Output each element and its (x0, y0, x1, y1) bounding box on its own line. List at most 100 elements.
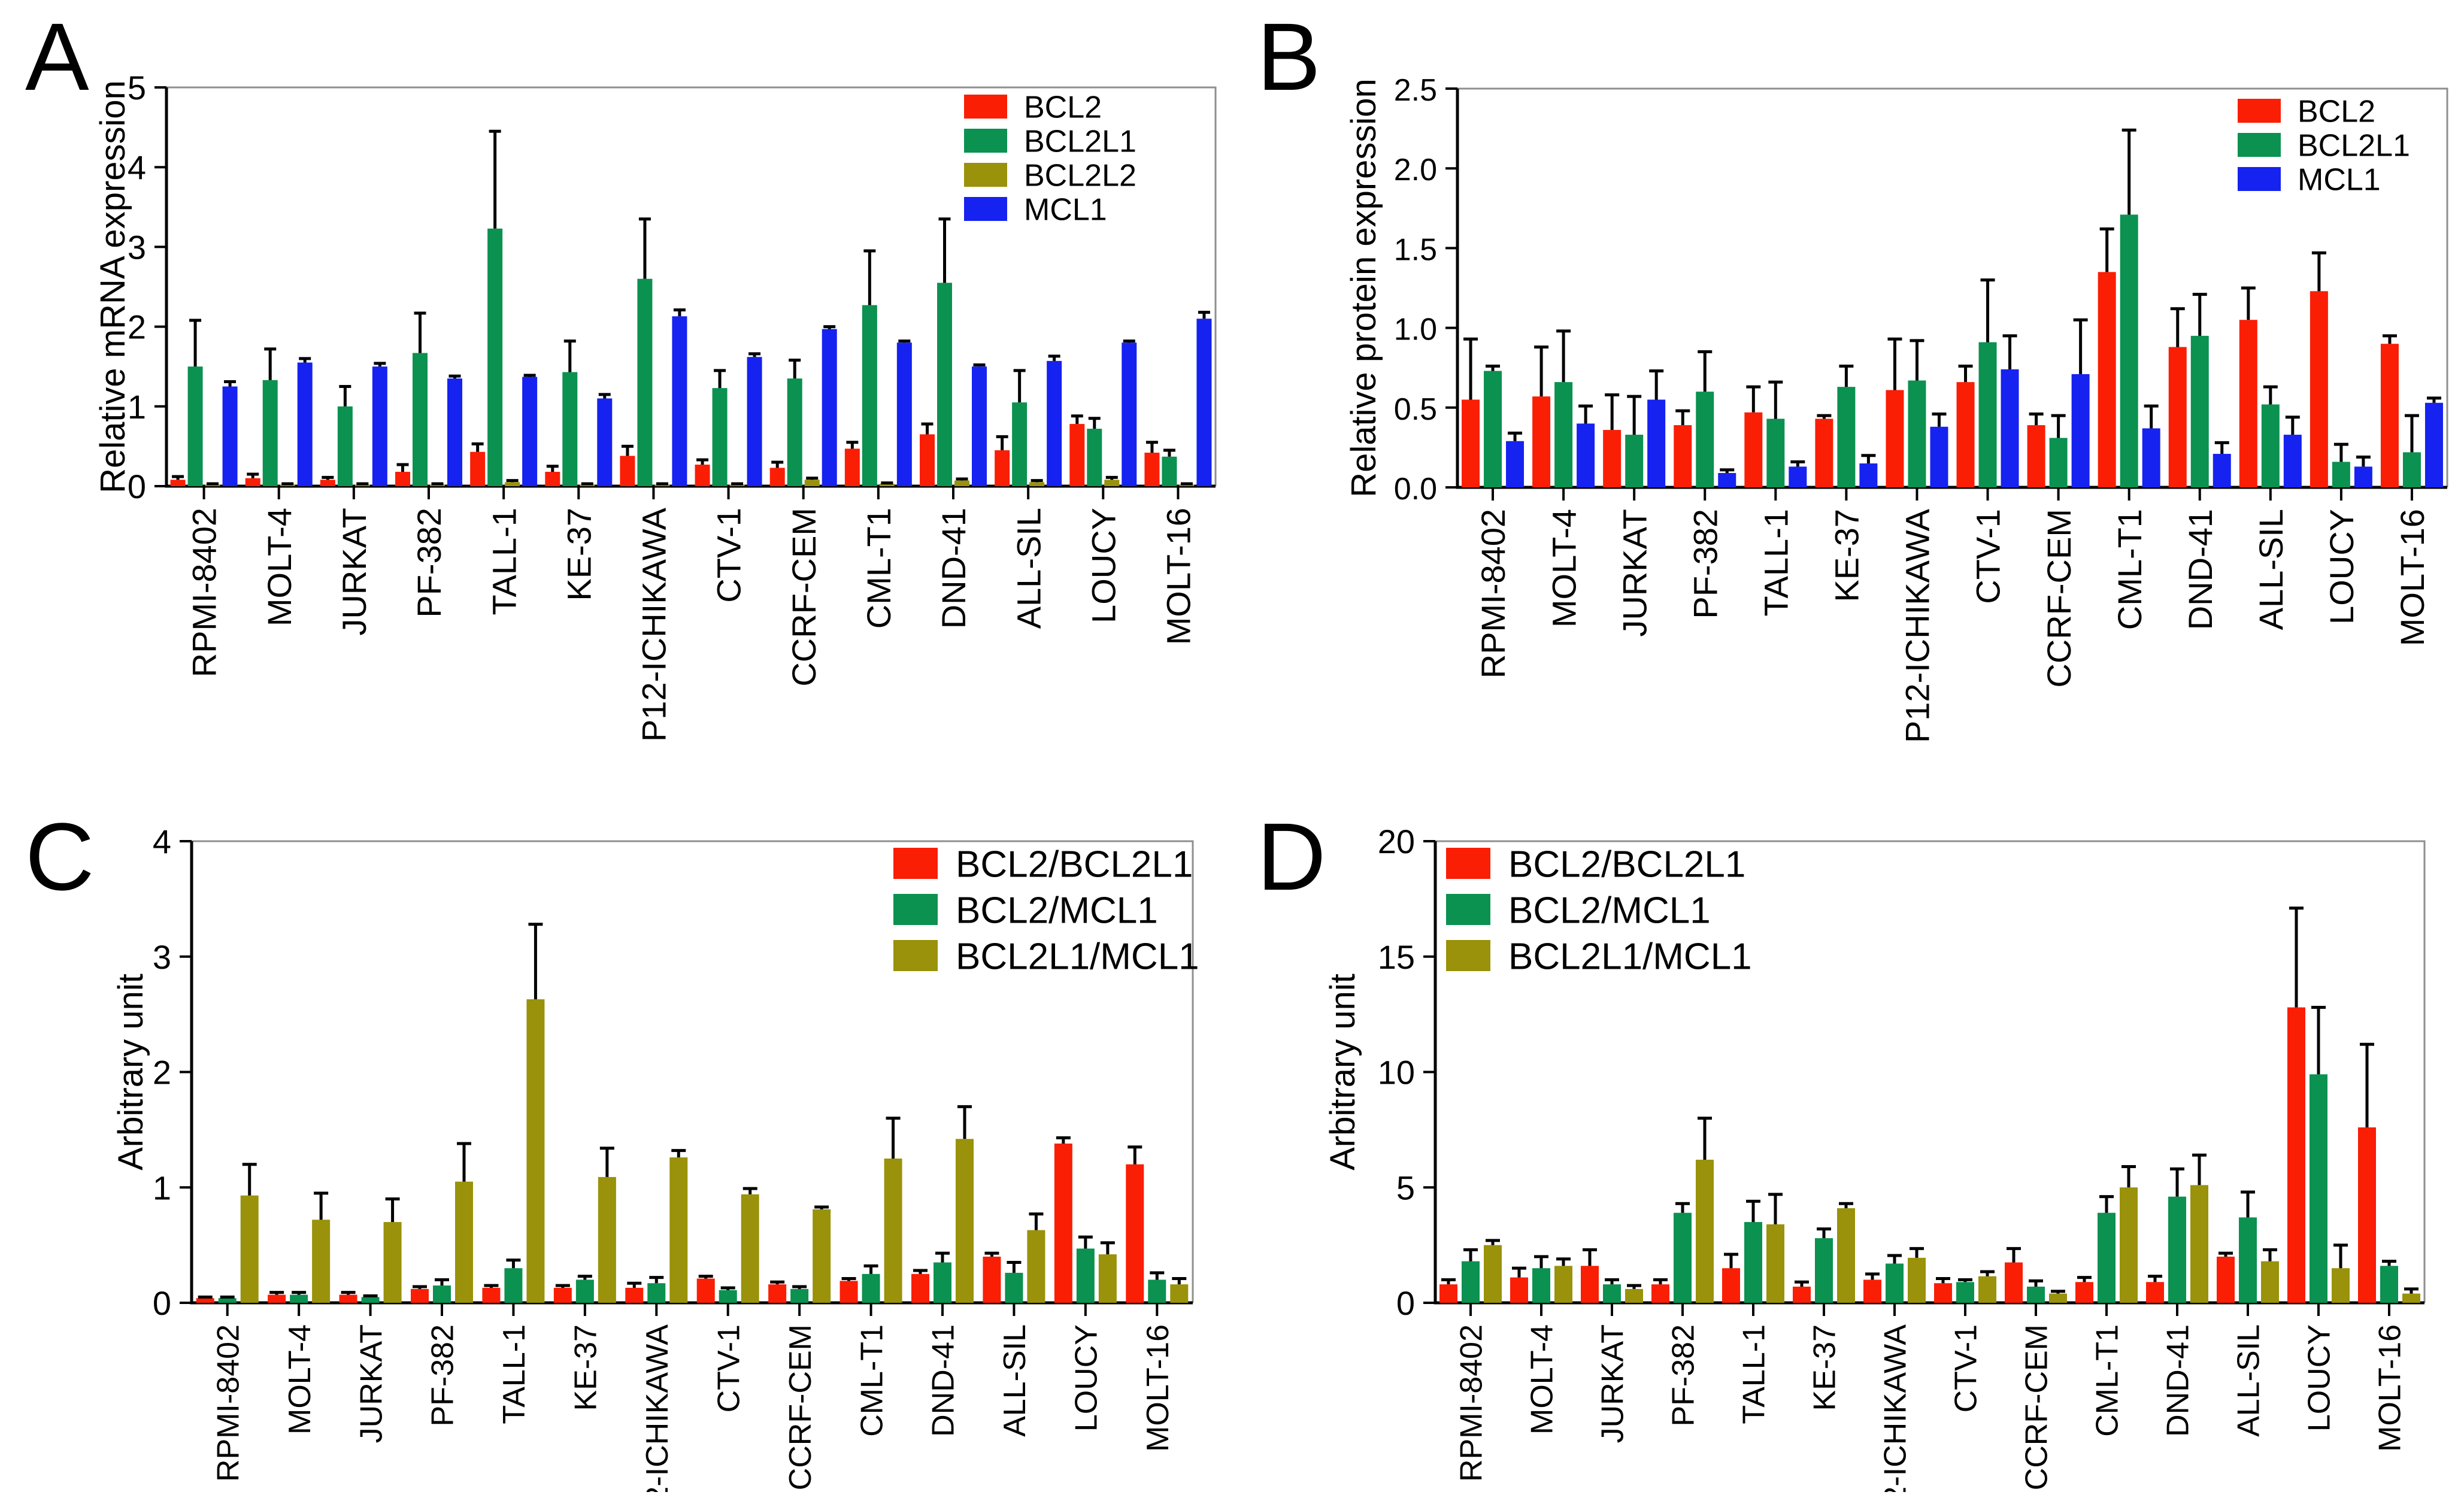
bar-BCL2-MCL1-LOUCY (1076, 1248, 1095, 1303)
legend-label: BCL2L1 (1024, 125, 1136, 159)
bar-BCL2L2-ALL-SIL (1029, 482, 1045, 486)
bar-BCL2L1-DND-41 (2190, 335, 2209, 487)
y-tick-label: 0 (128, 468, 146, 505)
bar-BCL2L1-MOLT-16 (1162, 456, 1177, 486)
x-tick-label: ALL-SIL (2252, 509, 2290, 630)
bar-MCL1-MOLT-4 (297, 362, 313, 486)
y-tick-label: 2.5 (1394, 73, 1437, 108)
x-tick-label: JURKAT (354, 1324, 389, 1443)
y-tick-label: 5 (128, 69, 146, 107)
legend-item: BCL2/BCL2L1 (893, 844, 1193, 885)
bar-BCL2-BCL2L1-MOLT-16 (1126, 1164, 1144, 1303)
bar-BCL2L2-LOUCY (1104, 480, 1120, 486)
x-tick-label: JURKAT (335, 508, 373, 636)
bar-BCL2L1-JURKAT (337, 406, 353, 486)
bar-BCL2L1-P12-ICHIKAWA (637, 278, 653, 486)
x-tick-label: CML-T1 (854, 1324, 889, 1437)
bar-BCL2L1-CTV-1 (1978, 342, 1997, 487)
bar-BCL2-MCL1-CML-T1 (862, 1273, 880, 1303)
bar-BCL2L2-P12-ICHIKAWA (654, 484, 670, 486)
x-tick-label: TALL-1 (497, 1324, 532, 1424)
bar-BCL2-CML-T1 (2098, 272, 2116, 487)
bar-BCL2L1-MCL1-CML-T1 (884, 1159, 902, 1303)
bar-BCL2L1-MCL1-PF-382 (1696, 1159, 1714, 1303)
bar-BCL2-BCL2L1-RPMI-8402 (1439, 1284, 1457, 1303)
bar-BCL2L2-MOLT-16 (1179, 484, 1195, 486)
bar-BCL2-BCL2L1-RPMI-8402 (196, 1298, 214, 1303)
legend-swatch (893, 940, 938, 971)
bar-BCL2-MCL1-TALL-1 (504, 1268, 523, 1303)
bar-BCL2-TALL-1 (470, 451, 486, 486)
bar-BCL2L1-KE-37 (562, 372, 578, 486)
legend-swatch (1446, 894, 1490, 925)
bar-BCL2-MCL1-CTV-1 (719, 1290, 737, 1303)
bar-BCL2L2-TALL-1 (505, 482, 520, 486)
bar-BCL2L1-TALL-1 (1766, 419, 1785, 487)
bar-BCL2L2-CCRF-CEM (804, 480, 820, 486)
x-tick-label: KE-37 (1828, 509, 1866, 602)
x-tick-label: CML-T1 (860, 508, 898, 629)
legend-swatch (1446, 848, 1490, 879)
bar-BCL2L2-CML-T1 (879, 484, 895, 486)
legend-label: BCL2/BCL2L1 (1508, 844, 1745, 885)
bar-MCL1-LOUCY (1122, 342, 1137, 486)
bar-BCL2-BCL2L1-TALL-1 (482, 1287, 501, 1303)
bar-BCL2-MCL1-MOLT-4 (290, 1294, 308, 1303)
bar-BCL2-KE-37 (1815, 419, 1833, 487)
x-tick-label: CTV-1 (710, 508, 748, 603)
bar-MCL1-CCRF-CEM (2071, 374, 2090, 487)
panel-B-chart: 0.0 0.5 1.0 1.5 2.0 2.5 Relative protein expre… (1257, 3, 2448, 743)
bar-BCL2L1-MCL1-DND-41 (2190, 1185, 2208, 1303)
bar-BCL2-BCL2L1-CTV-1 (1934, 1283, 1952, 1303)
x-tick-label: P12-ICHIKAWA (1878, 1324, 1913, 1492)
bar-BCL2L1-PF-382 (413, 353, 428, 486)
bar-BCL2L1-MOLT-4 (1554, 382, 1573, 487)
x-tick-label: ALL-SIL (2232, 1324, 2266, 1437)
bar-BCL2-DND-41 (920, 434, 935, 486)
bar-BCL2-MCL1-CML-T1 (2098, 1212, 2116, 1303)
y-tick-label: 3 (128, 228, 146, 266)
bar-BCL2L1-KE-37 (1837, 387, 1856, 487)
y-tick-label: 0 (153, 1284, 171, 1322)
bar-BCL2-KE-37 (545, 472, 560, 486)
bar-BCL2-BCL2L1-CCRF-CEM (2005, 1262, 2023, 1303)
bar-BCL2L2-RPMI-8402 (205, 484, 220, 486)
legend-item: BCL2/BCL2L1 (1446, 844, 1745, 885)
bar-BCL2L1-MCL1-RPMI-8402 (1484, 1245, 1502, 1303)
bar-MCL1-JURKAT (372, 366, 387, 486)
bar-BCL2-BCL2L1-CCRF-CEM (768, 1284, 787, 1303)
y-tick-label: 4 (153, 823, 171, 860)
bar-BCL2-BCL2L1-CML-T1 (2075, 1282, 2093, 1303)
bar-BCL2L1-MCL1-KE-37 (1837, 1208, 1855, 1303)
panel-D: 0 5 10 15 20 Arbitrary unit RPMI-8402 MOLT-4 JUR… (1232, 746, 2463, 1495)
x-tick-label: KE-37 (1808, 1324, 1842, 1411)
x-tick-label: ALL-SIL (998, 1324, 1032, 1437)
bar-BCL2L1-MCL1-LOUCY (2332, 1268, 2350, 1303)
bar-BCL2L1-RPMI-8402 (1484, 371, 1502, 487)
legend-swatch (2238, 99, 2281, 123)
bar-BCL2L1-ALL-SIL (1012, 402, 1028, 486)
bar-BCL2L1-CML-T1 (2120, 214, 2138, 487)
y-tick-label: 20 (1378, 823, 1415, 860)
legend-swatch (2238, 133, 2281, 157)
x-tick-label: CCRF-CEM (783, 1324, 818, 1490)
y-axis-title: Relative mRNA expression (93, 80, 132, 493)
bar-BCL2L1-MCL1-CTV-1 (741, 1194, 759, 1303)
bar-BCL2-CCRF-CEM (2027, 425, 2045, 487)
x-tick-label: PF-382 (1666, 1324, 1701, 1427)
legend-item: BCL2L1/MCL1 (1446, 936, 1752, 977)
x-tick-label: LOUCY (2302, 1324, 2337, 1432)
bar-BCL2-DND-41 (2168, 347, 2187, 487)
x-tick-label: MOLT-16 (2373, 1324, 2408, 1452)
bar-BCL2-MCL1-JURKAT (1603, 1284, 1621, 1303)
legend-label: BCL2 (1024, 90, 1102, 125)
x-tick-label: RPMI-8402 (211, 1324, 246, 1482)
legend-label: BCL2/BCL2L1 (956, 844, 1193, 885)
y-tick-label: 4 (128, 148, 146, 186)
x-tick-label: P12-ICHIKAWA (635, 507, 673, 742)
x-tick-label: LOUCY (1084, 508, 1122, 623)
panel-letter: A (25, 3, 89, 110)
bar-BCL2L1-DND-41 (937, 283, 952, 486)
legend-item: BCL2L2 (964, 159, 1136, 193)
